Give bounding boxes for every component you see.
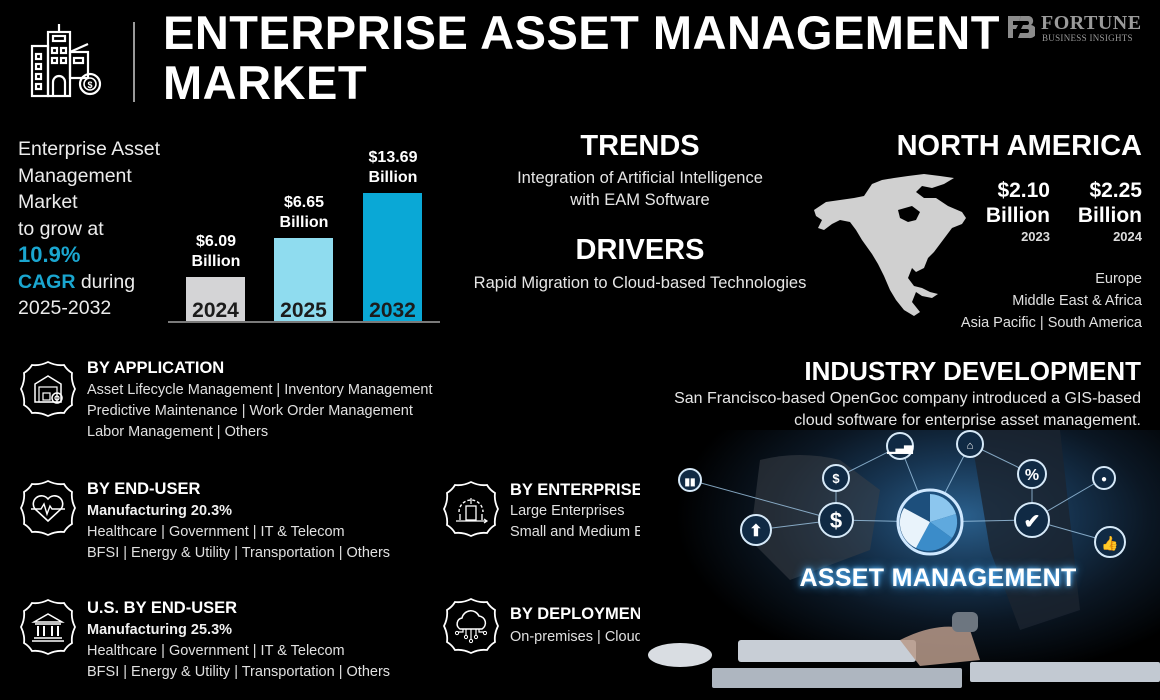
growth-line: Market bbox=[18, 191, 78, 213]
forecast-period: 2025-2032 bbox=[18, 297, 112, 319]
drivers-heading: DRIVERS bbox=[575, 234, 705, 266]
svg-text:▁▃▅: ▁▃▅ bbox=[886, 442, 913, 454]
cagr-label: CAGR bbox=[18, 270, 76, 293]
segment-line: BFSI | Energy & Utility | Transportation… bbox=[87, 545, 391, 561]
cagr-during: during bbox=[75, 270, 136, 293]
market-size-bar-chart: $6.09 Billion 2024 $6.65 Billion 2025 $1… bbox=[168, 140, 440, 326]
bar-amount: $13.69 bbox=[368, 149, 418, 166]
bar-year-label: 2024 bbox=[192, 299, 239, 322]
by-deployment-heading: BY DEPLOYMENT bbox=[510, 605, 652, 623]
fb-logo-icon bbox=[1008, 16, 1035, 39]
segment-line: Healthcare | Government | IT & Telecom bbox=[87, 643, 345, 659]
bar-unit: Billion bbox=[368, 169, 418, 186]
svg-text:▮▮: ▮▮ bbox=[684, 477, 695, 488]
bank-building-icon bbox=[19, 598, 77, 656]
bar-value-label-2025: $6.65 Billion bbox=[259, 193, 349, 233]
us-by-end-user-list: Healthcare | Government | IT & Telecom B… bbox=[87, 641, 390, 683]
segment-line: Labor Management | Others bbox=[87, 424, 269, 440]
segment-line: Healthcare | Government | IT & Telecom bbox=[87, 524, 345, 540]
bar-2024: 2024 bbox=[186, 277, 245, 322]
bar-2032: 2032 bbox=[363, 193, 422, 322]
bar-2025: 2025 bbox=[274, 238, 333, 322]
bar-unit: Billion bbox=[279, 214, 329, 231]
segment-line: Large Enterprises bbox=[510, 503, 625, 519]
industry-development-line: cloud software for enterprise asset mana… bbox=[794, 412, 1141, 429]
us-by-end-user-heading: U.S. BY END-USER bbox=[87, 599, 238, 617]
svg-text:👍: 👍 bbox=[1101, 535, 1118, 552]
growth-line: Management bbox=[18, 164, 132, 187]
us-by-end-user-highlight: Manufacturing 25.3% bbox=[87, 622, 233, 638]
market-growth-summary: Enterprise Asset Management Market to gr… bbox=[18, 136, 188, 322]
svg-text:⬆: ⬆ bbox=[749, 523, 762, 540]
by-application-list: Asset Lifecycle Management | Inventory M… bbox=[87, 380, 433, 443]
growth-line: Enterprise Asset bbox=[18, 138, 160, 160]
industry-development-line: San Francisco-based OpenGoc company intr… bbox=[674, 390, 1141, 407]
bar-year-label: 2032 bbox=[369, 299, 416, 322]
svg-text:●: ● bbox=[1101, 474, 1107, 485]
na-unit: Billion bbox=[1077, 204, 1142, 227]
segment-line: BFSI | Energy & Utility | Transportation… bbox=[87, 664, 391, 680]
other-regions-list: Europe Middle East & Africa Asia Pacific… bbox=[900, 268, 1142, 334]
bar-unit: Billion bbox=[191, 253, 241, 270]
bar-value-label-2032: $13.69 Billion bbox=[348, 148, 438, 188]
by-application-heading: BY APPLICATION bbox=[87, 359, 225, 377]
trends-heading: TRENDS bbox=[580, 130, 700, 162]
industry-development-heading: INDUSTRY DEVELOPMENT bbox=[804, 356, 1141, 386]
na-year: 2024 bbox=[1113, 229, 1142, 244]
na-value-2024: $2.25 Billion 2024 bbox=[1032, 178, 1142, 246]
segment-line: On-premises | Cloud bbox=[510, 629, 643, 645]
na-year: 2023 bbox=[1021, 229, 1050, 244]
industry-development-text: San Francisco-based OpenGoc company intr… bbox=[640, 388, 1141, 432]
bar-amount: $6.09 bbox=[195, 233, 237, 250]
na-amount: $2.25 bbox=[1089, 179, 1142, 202]
cagr-line: CAGR during bbox=[18, 269, 188, 296]
trends-line: with EAM Software bbox=[570, 191, 710, 209]
title-line-2: MARKET bbox=[163, 56, 368, 109]
heart-pulse-icon bbox=[19, 479, 77, 537]
header-divider bbox=[133, 22, 135, 102]
page-title: ENTERPRISE ASSET MANAGEMENT MARKET bbox=[163, 8, 1003, 108]
region-item: Middle East & Africa bbox=[1012, 293, 1142, 309]
growth-line: to grow at bbox=[18, 217, 104, 240]
segment-line: Asset Lifecycle Management | Inventory M… bbox=[87, 382, 433, 398]
logo-text-business-insights: BUSINESS INSIGHTS bbox=[1042, 33, 1133, 43]
bar-value-label-2024: $6.09 Billion bbox=[171, 232, 261, 272]
svg-text:✔: ✔ bbox=[1024, 511, 1041, 533]
warehouse-gear-icon bbox=[19, 360, 77, 418]
svg-text:$: $ bbox=[830, 508, 842, 533]
building-dollar-gear-icon: $ bbox=[26, 22, 106, 100]
asset-management-photo: ⬆ ▮▮ $ $ ▁▃▅ ⌂ % ✔ ● 👍 ASSET MANAGEMENT bbox=[640, 430, 1160, 700]
chart-baseline bbox=[168, 321, 440, 323]
bar-amount: $6.65 bbox=[283, 194, 325, 211]
drivers-text: Rapid Migration to Cloud-based Technolog… bbox=[473, 274, 807, 292]
cagr-value: 10.9% bbox=[18, 242, 81, 267]
title-line-1: ENTERPRISE ASSET MANAGEMENT bbox=[163, 6, 1000, 59]
region-item: Asia Pacific | South America bbox=[960, 315, 1142, 331]
trends-line: Integration of Artificial Intelligence bbox=[517, 169, 763, 187]
svg-text:$: $ bbox=[832, 471, 840, 486]
by-end-user-heading: BY END-USER bbox=[87, 480, 201, 498]
north-america-map-icon bbox=[812, 172, 968, 324]
fortune-business-insights-logo: FORTUNE BUSINESS INSIGHTS bbox=[1005, 12, 1155, 44]
segment-line: Predictive Maintenance | Work Order Mana… bbox=[87, 403, 413, 419]
na-unit: Billion bbox=[985, 204, 1050, 227]
na-value-2023: $2.10 Billion 2023 bbox=[940, 178, 1050, 246]
logo-text-fortune: FORTUNE bbox=[1041, 12, 1142, 34]
svg-text:%: % bbox=[1025, 467, 1039, 484]
by-end-user-list: Healthcare | Government | IT & Telecom B… bbox=[87, 522, 390, 564]
region-item: Europe bbox=[1095, 271, 1142, 287]
svg-text:$: $ bbox=[87, 80, 92, 90]
by-deployment-list: On-premises | Cloud bbox=[510, 627, 643, 648]
trends-text: Integration of Artificial Intelligence w… bbox=[470, 167, 810, 211]
by-end-user-highlight: Manufacturing 20.3% bbox=[87, 503, 233, 519]
na-amount: $2.10 bbox=[997, 179, 1050, 202]
svg-text:⌂: ⌂ bbox=[967, 440, 974, 452]
photo-caption: ASSET MANAGEMENT bbox=[799, 564, 1077, 592]
bar-year-label: 2025 bbox=[280, 299, 327, 322]
north-america-heading: NORTH AMERICA bbox=[896, 130, 1142, 162]
enterprise-gear-icon bbox=[442, 480, 500, 538]
cloud-network-icon bbox=[442, 597, 500, 655]
